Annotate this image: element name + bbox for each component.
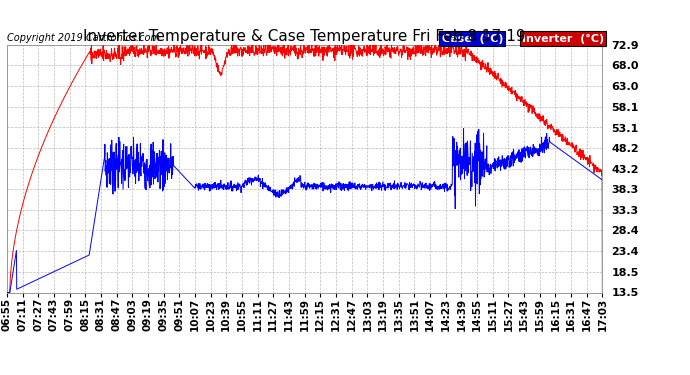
- Text: Case  (°C): Case (°C): [442, 34, 503, 44]
- Title: Inverter Temperature & Case Temperature Fri Feb 8 17:19: Inverter Temperature & Case Temperature …: [83, 29, 526, 44]
- Text: Copyright 2019 Cartronics.com: Copyright 2019 Cartronics.com: [7, 33, 160, 42]
- Text: Inverter  (°C): Inverter (°C): [522, 34, 604, 44]
